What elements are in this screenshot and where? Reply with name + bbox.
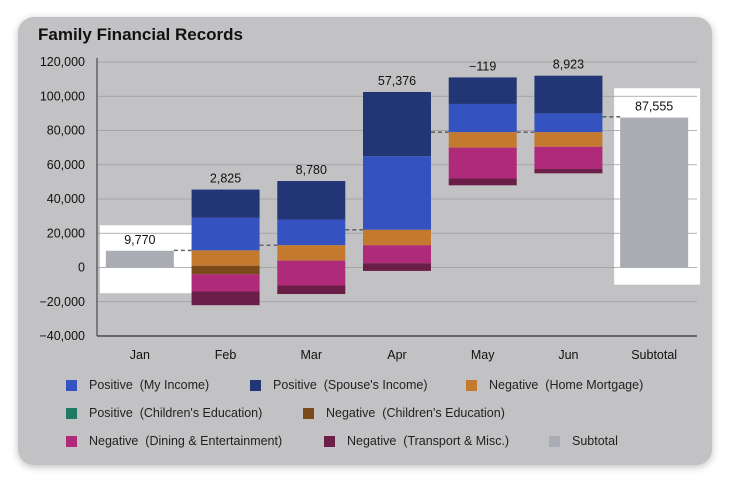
x-tick-label: Mar	[301, 348, 323, 362]
bar-segment-may	[448, 132, 517, 148]
bar-segment-jun	[534, 113, 603, 133]
y-tick-label: −40,000	[39, 329, 85, 343]
y-tick-label: 60,000	[47, 158, 85, 172]
legend-label: Positive (Children's Education)	[89, 406, 263, 420]
bar-segment-jun	[534, 146, 603, 170]
x-tick-label: May	[471, 348, 495, 362]
legend-label: Negative (Children's Education)	[326, 406, 505, 420]
data-label-mar: 8,780	[296, 163, 327, 177]
legend-label: Negative (Home Mortgage)	[489, 378, 644, 392]
chart-title: Family Financial Records	[38, 25, 244, 44]
bar-segment-feb	[191, 265, 260, 275]
bar-segment-may	[448, 77, 517, 104]
legend-swatch	[466, 379, 477, 391]
data-label-apr: 57,376	[378, 74, 416, 88]
bar-segment-apr	[363, 245, 431, 264]
legend-swatch	[324, 435, 335, 447]
bar-segment-feb	[191, 250, 260, 266]
bar-segment-mar	[277, 285, 346, 295]
x-tick-label: Jun	[558, 348, 578, 362]
bar-segment-jun	[534, 132, 603, 147]
legend-item: Subtotal	[549, 434, 618, 448]
legend-label: Positive (Spouse's Income)	[273, 378, 428, 392]
legend-swatch	[66, 435, 77, 447]
legend-label: Positive (My Income)	[89, 378, 210, 392]
legend-item: Positive (Children's Education)	[66, 406, 262, 420]
bar-segment-mar	[277, 219, 346, 246]
x-tick-label: Apr	[387, 348, 406, 362]
bar-segment-may	[448, 147, 517, 179]
bar-segment-feb	[191, 189, 260, 218]
y-tick-label: 100,000	[40, 89, 85, 103]
bar-segment-feb	[191, 291, 260, 306]
bar-segment-apr	[363, 156, 431, 230]
bar-segment-mar	[277, 260, 346, 286]
legend-item: Negative (Dining & Entertainment)	[66, 434, 282, 448]
bar-segment-jun	[534, 169, 603, 174]
bar-segment-mar	[277, 245, 346, 261]
legend-label: Subtotal	[572, 434, 618, 448]
legend-item: Negative (Children's Education)	[303, 406, 505, 420]
y-tick-label: 20,000	[47, 226, 85, 240]
y-tick-label: 80,000	[47, 124, 85, 138]
legend-swatch	[250, 379, 261, 391]
bar-segment-subtotal	[620, 117, 689, 268]
data-label-subtotal: 87,555	[635, 100, 673, 114]
bar-segment-feb	[191, 217, 260, 251]
bar-segment-may	[448, 178, 517, 186]
legend-item: Negative (Home Mortgage)	[466, 378, 643, 392]
legend-item: Negative (Transport & Misc.)	[324, 434, 509, 448]
data-label-jan: 9,770	[124, 233, 155, 247]
bar-segment-apr	[363, 229, 431, 246]
legend-swatch	[303, 407, 314, 419]
legend-swatch	[66, 379, 77, 391]
y-tick-label: 40,000	[47, 192, 85, 206]
bar-segment-may	[448, 103, 517, 133]
legend-label: Negative (Transport & Misc.)	[347, 434, 510, 448]
legend-swatch	[549, 435, 560, 447]
bar-segment-mar	[277, 181, 346, 220]
bar-segment-jun	[534, 75, 603, 114]
legend-item: Positive (My Income)	[66, 378, 209, 392]
legend-swatch	[66, 407, 77, 419]
bar-segment-apr	[363, 263, 431, 271]
data-label-may: −119	[469, 59, 496, 73]
data-label-jun: 8,923	[553, 58, 584, 72]
y-tick-label: 120,000	[40, 55, 85, 69]
x-tick-label: Jan	[130, 348, 150, 362]
bar-segment-apr	[363, 91, 431, 157]
y-tick-label: −20,000	[39, 295, 85, 309]
legend-item: Positive (Spouse's Income)	[250, 378, 428, 392]
bar-segment-feb	[191, 274, 260, 292]
x-tick-label: Feb	[215, 348, 237, 362]
data-label-feb: 2,825	[210, 172, 241, 186]
x-tick-label: Subtotal	[631, 348, 677, 362]
y-tick-label: 0	[78, 261, 85, 275]
bar-segment-jan	[105, 250, 174, 268]
legend-label: Negative (Dining & Entertainment)	[89, 434, 283, 448]
